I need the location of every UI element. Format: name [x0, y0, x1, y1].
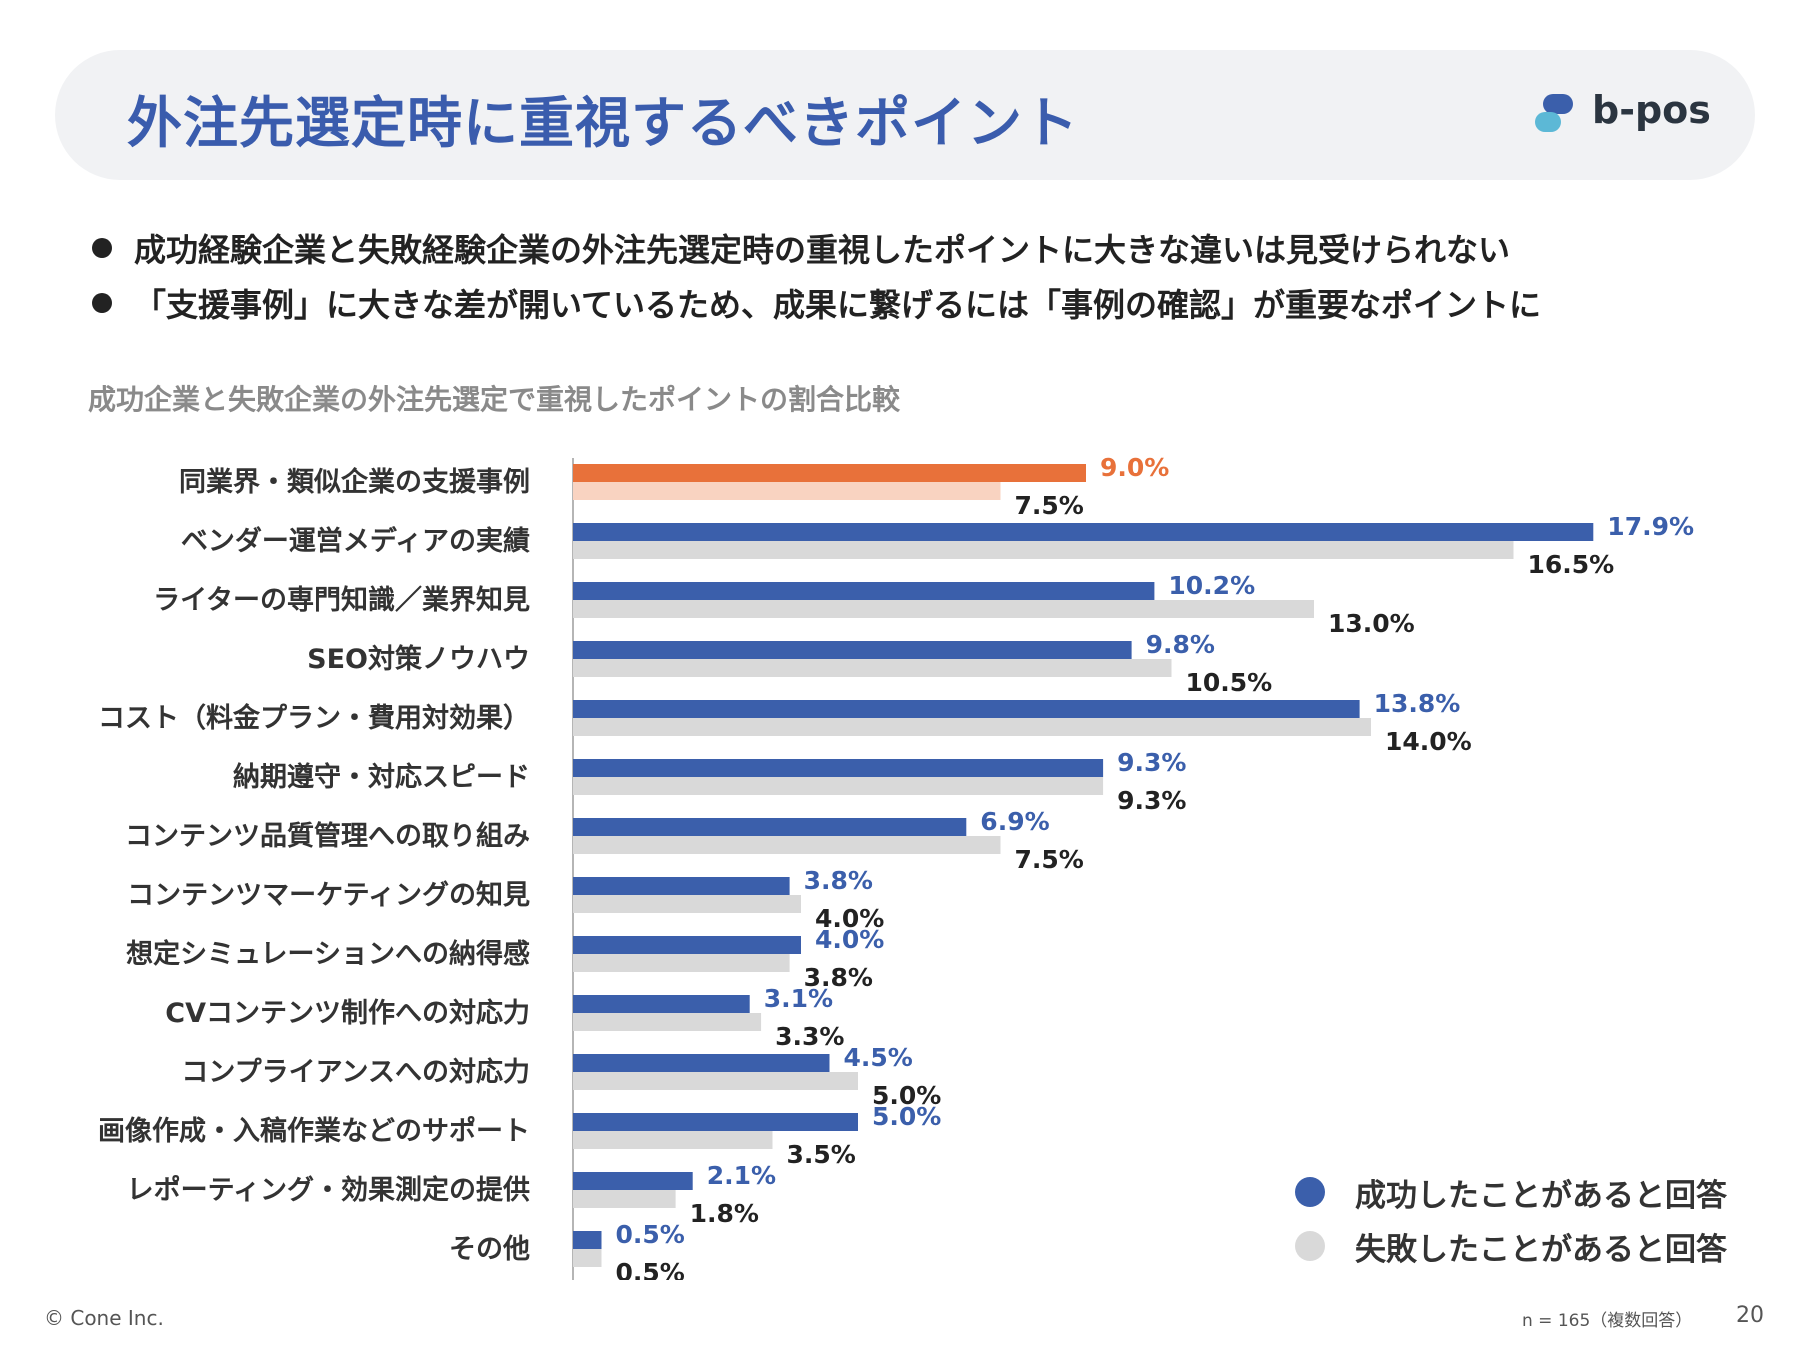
data-label-success: 4.0%: [815, 925, 884, 954]
data-label-success: 3.1%: [764, 984, 833, 1013]
bar-success: [573, 1113, 858, 1131]
data-label-success: 9.8%: [1146, 630, 1215, 659]
category-label: ベンダー運営メディアの実績: [181, 525, 530, 557]
bullet-item: 成功経験企業と失敗経験企業の外注先選定時の重視したポイントに大きな違いは見受けら…: [92, 220, 1541, 275]
data-label-success: 9.0%: [1100, 453, 1169, 482]
b-pos-logo-icon: [1535, 94, 1573, 132]
data-label-failure: 16.5%: [1528, 550, 1615, 579]
legend-marker-failure-icon: [1295, 1231, 1325, 1261]
bar-success: [573, 582, 1155, 600]
legend-label-success: 成功したことがあると回答: [1355, 1177, 1727, 1214]
category-label: 想定シミュレーションへの納得感: [126, 938, 530, 970]
bar-failure: [573, 1249, 602, 1267]
bar-success: [573, 523, 1594, 541]
category-label: その他: [449, 1234, 530, 1265]
data-label-success: 6.9%: [980, 807, 1049, 836]
copyright: © Cone Inc.: [44, 1306, 164, 1330]
chart-title: 成功企業と失敗企業の外注先選定で重視したポイントの割合比較: [88, 383, 901, 416]
bar-success: [573, 700, 1360, 718]
data-label-success: 2.1%: [707, 1161, 776, 1190]
legend-label-failure: 失敗したことがあると回答: [1355, 1231, 1727, 1268]
bar-failure: [573, 1072, 858, 1090]
legend-marker-success-icon: [1295, 1177, 1325, 1207]
data-label-failure: 7.5%: [1015, 491, 1084, 520]
bar-success: [573, 1172, 693, 1190]
data-label-success: 3.8%: [804, 866, 873, 895]
bar-failure: [573, 1190, 676, 1208]
category-label: コンテンツマーケティングの知見: [127, 879, 530, 911]
data-label-failure: 7.5%: [1015, 845, 1084, 874]
data-label-failure: 14.0%: [1385, 727, 1472, 756]
bullet-dot-icon: [92, 237, 112, 258]
bar-success: [573, 1054, 830, 1072]
bullet-item: 「支援事例」に大きな差が開いているため、成果に繋げるには「事例の確認」が重要なポ…: [92, 275, 1541, 330]
data-label-failure: 4.0%: [815, 904, 884, 933]
bar-failure: [573, 718, 1371, 736]
category-label: コンプライアンスへの対応力: [181, 1056, 530, 1088]
category-label: SEO対策ノウハウ: [307, 643, 530, 675]
legend-item-success: 成功したことがあると回答: [1295, 1165, 1727, 1219]
category-label: コンテンツ品質管理への取り組み: [125, 820, 530, 852]
category-label: レポーティング・効果測定の提供: [127, 1174, 530, 1206]
data-label-failure: 5.0%: [872, 1081, 941, 1110]
bar-failure: [573, 482, 1001, 500]
chart-legend: 成功したことがあると回答 失敗したことがあると回答: [1295, 1165, 1727, 1273]
bar-success: [573, 995, 750, 1013]
bar-failure: [573, 541, 1514, 559]
data-label-failure: 10.5%: [1186, 668, 1273, 697]
category-label: 画像作成・入稿作業などのサポート: [98, 1115, 530, 1147]
data-label-success: 17.9%: [1607, 512, 1694, 541]
bar-success: [573, 818, 967, 836]
bar-success: [573, 464, 1086, 482]
bar-failure: [573, 1131, 773, 1149]
data-label-failure: 9.3%: [1117, 786, 1186, 815]
data-label-success: 0.5%: [616, 1220, 685, 1249]
data-label-failure: 0.5%: [616, 1258, 685, 1280]
bullet-list: 成功経験企業と失敗経験企業の外注先選定時の重視したポイントに大きな違いは見受けら…: [92, 220, 1541, 330]
bar-failure: [573, 895, 801, 913]
bullet-text: 成功経験企業と失敗経験企業の外注先選定時の重視したポイントに大きな違いは見受けら…: [134, 230, 1511, 269]
page-number: 20: [1736, 1303, 1764, 1328]
category-label: 納期遵守・対応スピード: [233, 761, 530, 793]
bar-success: [573, 759, 1104, 777]
category-label: コスト（料金プラン・費用対効果）: [98, 702, 530, 734]
data-label-success: 9.3%: [1117, 748, 1186, 777]
bar-success: [573, 641, 1132, 659]
category-label: ライターの専門知識／業界知見: [153, 585, 530, 616]
bullet-dot-icon: [92, 292, 112, 313]
bar-failure: [573, 600, 1314, 618]
category-label: 同業界・類似企業の支援事例: [179, 466, 530, 498]
data-label-failure: 3.8%: [804, 963, 873, 992]
data-label-failure: 3.3%: [775, 1022, 844, 1051]
logo-text: b-pos: [1592, 88, 1711, 132]
bullet-text: 「支援事例」に大きな差が開いているため、成果に繋げるには「事例の確認」が重要なポ…: [134, 285, 1542, 324]
header-bar: [55, 50, 1755, 180]
sample-note: n = 165（複数回答）: [1522, 1311, 1693, 1331]
legend-item-failure: 失敗したことがあると回答: [1295, 1219, 1727, 1273]
page-title: 外注先選定時に重視するべきポイント: [127, 91, 1080, 155]
bar-success: [573, 877, 790, 895]
data-label-success: 5.0%: [872, 1102, 941, 1131]
bar-chart: 同業界・類似企業の支援事例 9.0% 7.5% ベンダー運営メディアの実績 17.9% 1…: [98, 453, 1694, 1280]
data-label-success: 10.2%: [1168, 571, 1255, 600]
bar-failure: [573, 954, 790, 972]
bar-success: [573, 1231, 602, 1249]
data-label-failure: 1.8%: [690, 1199, 759, 1228]
data-label-success: 13.8%: [1374, 689, 1461, 718]
bar-failure: [573, 1013, 762, 1031]
bar-failure: [573, 777, 1104, 795]
bar-failure: [573, 659, 1172, 677]
data-label-failure: 13.0%: [1328, 609, 1415, 638]
category-label: CVコンテンツ制作への対応力: [165, 997, 530, 1029]
data-label-success: 4.5%: [844, 1043, 913, 1072]
bar-failure: [573, 836, 1001, 854]
bar-success: [573, 936, 801, 954]
data-label-failure: 3.5%: [787, 1140, 856, 1169]
